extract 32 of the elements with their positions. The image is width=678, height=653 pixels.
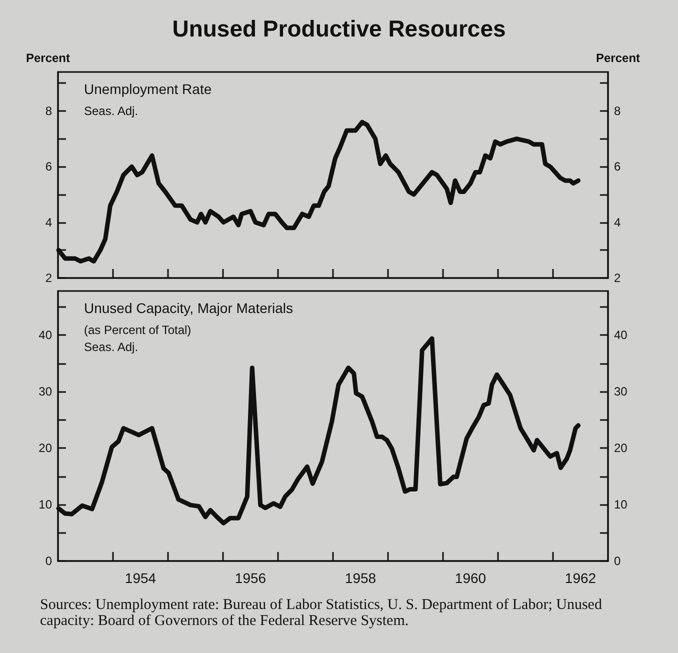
x-tick-label: 1954 (124, 570, 156, 586)
y-tick-label: 6 (45, 160, 52, 174)
y2-tick-label: 4 (614, 215, 621, 230)
y2-tick-label: 10 (614, 498, 628, 512)
y2-tick-label: 2 (614, 271, 621, 285)
y-axis-title: Percent (26, 51, 70, 65)
y-tick-label: 20 (38, 441, 52, 456)
y2-tick-label: 20 (614, 441, 628, 456)
y2-axis-title: Percent (596, 51, 640, 65)
annotation: Unemployment Rate (84, 81, 212, 97)
y2-tick-label: 40 (614, 328, 628, 342)
y-tick-label: 2 (45, 271, 52, 285)
y-tick-label: 4 (45, 215, 52, 230)
annotation: Unused Capacity, Major Materials (84, 300, 294, 316)
y-tick-label: 10 (38, 498, 52, 512)
y-tick-label: 8 (45, 104, 52, 118)
x-tick-label: 1962 (564, 570, 596, 586)
y-tick-label: 30 (38, 384, 52, 399)
y2-tick-label: 6 (614, 160, 621, 174)
x-tick-label: 1960 (454, 570, 486, 586)
annotation: (as Percent of Total) (84, 323, 192, 337)
y2-tick-label: 8 (614, 104, 621, 118)
annotation: Seas. Adj. (84, 340, 138, 354)
y2-tick-label: 30 (614, 384, 628, 399)
chart-title: Unused Productive Resources (172, 16, 506, 42)
y2-tick-label: 0 (614, 554, 621, 568)
y-tick-label: 0 (45, 554, 52, 568)
source-note: Sources: Unemployment rate: Bureau of Labor Statistics, U. S. Department of Labor; Unused capacity: Board of Governors of the Federal Reserve System. (40, 597, 606, 629)
x-tick-label: 1958 (344, 570, 376, 586)
x-tick-label: 1956 (234, 570, 266, 586)
annotation: Seas. Adj. (84, 104, 138, 118)
y-tick-label: 40 (38, 328, 52, 342)
